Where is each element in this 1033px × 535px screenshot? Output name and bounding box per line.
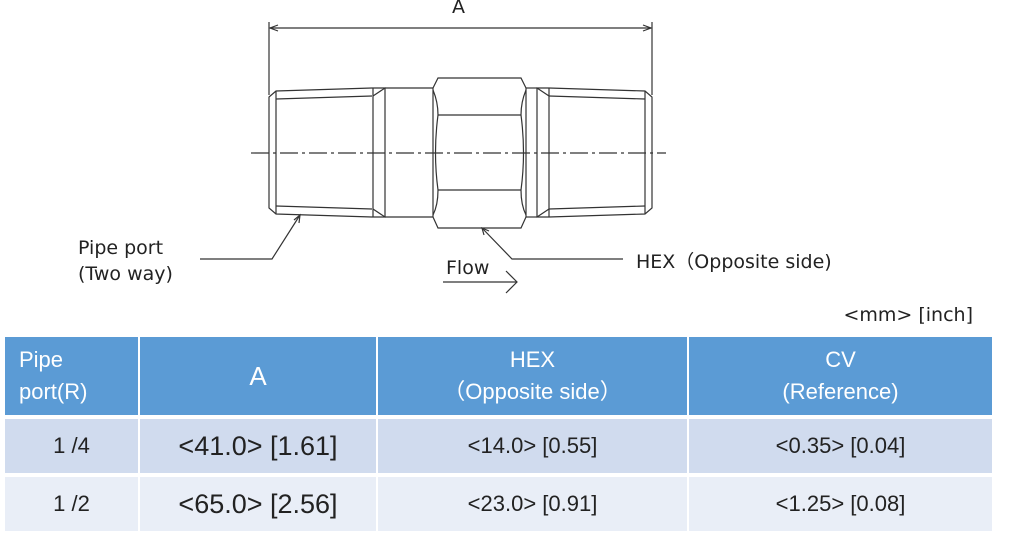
dimension-line bbox=[268, 22, 653, 95]
units-label: <mm> [inch] bbox=[843, 304, 973, 326]
table-header-row: Pipe port(R) A HEX （Opposite side） CV (Refe… bbox=[5, 337, 992, 415]
dimension-label: A bbox=[452, 0, 465, 18]
header-hex: HEX （Opposite side） bbox=[378, 337, 687, 415]
cell-pipe-port: 1 /4 bbox=[5, 419, 138, 473]
cell-hex: <14.0> [0.55] bbox=[378, 419, 687, 473]
left-thread bbox=[268, 87, 433, 218]
header-pipe-port: Pipe port(R) bbox=[5, 337, 138, 415]
header-cv: CV (Reference) bbox=[689, 337, 992, 415]
pipe-port-label: Pipe port (Two way) bbox=[78, 235, 173, 287]
hex-nut bbox=[432, 77, 527, 229]
pipe-port-label-line2: (Two way) bbox=[78, 263, 173, 285]
header-a: A bbox=[140, 337, 376, 415]
right-thread bbox=[526, 87, 653, 218]
cell-cv: <1.25> [0.08] bbox=[689, 477, 992, 531]
cell-cv: <0.35> [0.04] bbox=[689, 419, 992, 473]
flow-arrow-icon bbox=[443, 270, 518, 294]
fitting-drawing bbox=[200, 22, 666, 294]
hex-leader bbox=[481, 226, 623, 260]
cell-pipe-port: 1 /2 bbox=[5, 477, 138, 531]
hex-label: HEX（Opposite side) bbox=[636, 251, 832, 273]
table-row: 1 /4 <41.0> [1.61] <14.0> [0.55] <0.35> … bbox=[5, 419, 992, 473]
pipe-port-leader bbox=[200, 213, 301, 260]
flow-label: Flow bbox=[446, 257, 490, 279]
cell-a: <65.0> [2.56] bbox=[140, 477, 376, 531]
cell-hex: <23.0> [0.91] bbox=[378, 477, 687, 531]
pipe-port-label-line1: Pipe port bbox=[78, 237, 164, 259]
cell-a: <41.0> [1.61] bbox=[140, 419, 376, 473]
table-row: 1 /2 <65.0> [2.56] <23.0> [0.91] <1.25> … bbox=[5, 477, 992, 531]
dimensions-table: Pipe port(R) A HEX （Opposite side） CV (Refe… bbox=[3, 333, 994, 535]
